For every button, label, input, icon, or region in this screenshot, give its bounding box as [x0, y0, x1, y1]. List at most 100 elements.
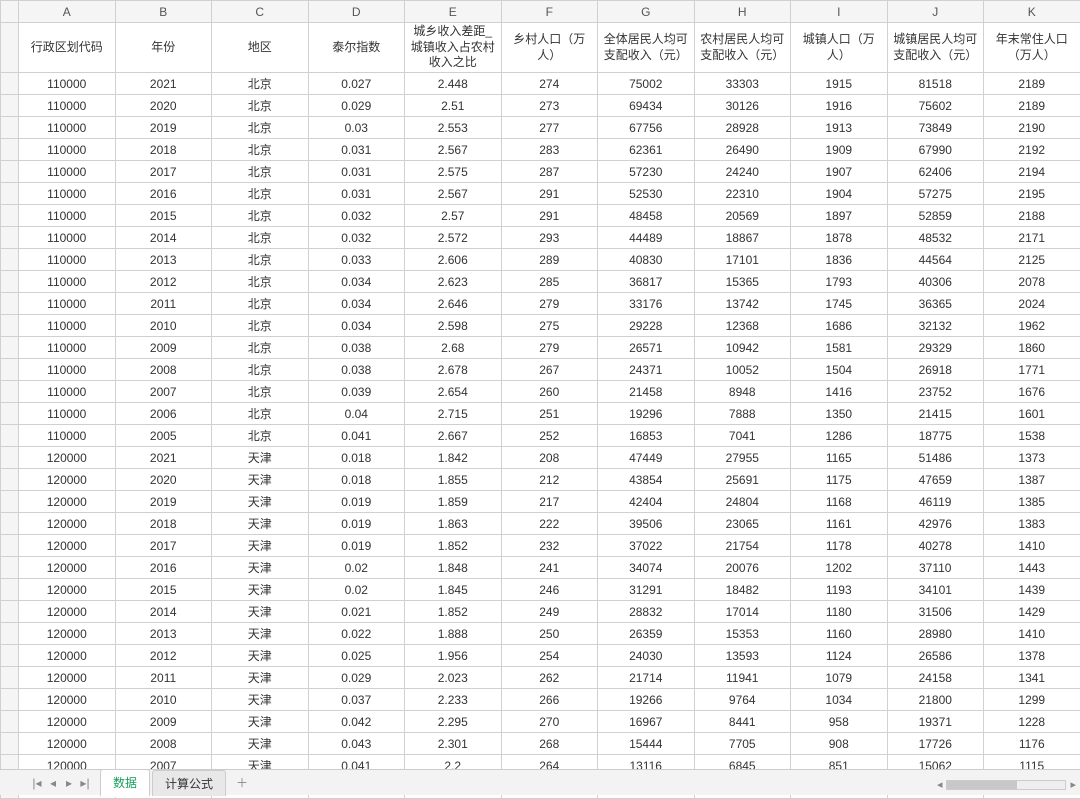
data-cell[interactable]: 天津 — [212, 557, 309, 579]
row-number[interactable] — [1, 689, 19, 711]
data-cell[interactable]: 2017 — [115, 161, 212, 183]
data-cell[interactable]: 2020 — [115, 95, 212, 117]
data-cell[interactable]: 120000 — [19, 491, 116, 513]
scroll-track[interactable] — [946, 780, 1066, 790]
col-header[interactable]: C — [212, 1, 309, 23]
data-cell[interactable]: 1385 — [984, 491, 1080, 513]
data-cell[interactable]: 73849 — [887, 117, 984, 139]
data-cell[interactable]: 75602 — [887, 95, 984, 117]
data-cell[interactable]: 279 — [501, 337, 598, 359]
row-number[interactable] — [1, 425, 19, 447]
data-cell[interactable]: 2.57 — [405, 205, 502, 227]
data-cell[interactable]: 2.572 — [405, 227, 502, 249]
data-cell[interactable]: 1.888 — [405, 623, 502, 645]
col-header[interactable]: H — [694, 1, 791, 23]
data-cell[interactable]: 0.018 — [308, 469, 405, 491]
data-cell[interactable]: 1.859 — [405, 491, 502, 513]
data-cell[interactable]: 32132 — [887, 315, 984, 337]
data-cell[interactable]: 0.027 — [308, 73, 405, 95]
data-cell[interactable]: 26490 — [694, 139, 791, 161]
data-cell[interactable]: 250 — [501, 623, 598, 645]
data-cell[interactable]: 0.02 — [308, 579, 405, 601]
data-cell[interactable]: 7705 — [694, 733, 791, 755]
data-cell[interactable]: 天津 — [212, 667, 309, 689]
data-cell[interactable]: 39506 — [598, 513, 695, 535]
data-cell[interactable]: 1176 — [984, 733, 1080, 755]
data-cell[interactable]: 33176 — [598, 293, 695, 315]
nav-next-icon[interactable]: ▸ — [62, 776, 76, 790]
nav-first-icon[interactable]: |◂ — [30, 776, 44, 790]
data-cell[interactable]: 254 — [501, 645, 598, 667]
data-cell[interactable]: 37110 — [887, 557, 984, 579]
data-cell[interactable]: 120000 — [19, 579, 116, 601]
data-cell[interactable]: 2010 — [115, 689, 212, 711]
data-cell[interactable]: 北京 — [212, 293, 309, 315]
data-cell[interactable]: 2.68 — [405, 337, 502, 359]
data-cell[interactable]: 2020 — [115, 469, 212, 491]
data-cell[interactable]: 51486 — [887, 447, 984, 469]
data-cell[interactable]: 1373 — [984, 447, 1080, 469]
data-cell[interactable]: 9764 — [694, 689, 791, 711]
data-cell[interactable]: 44564 — [887, 249, 984, 271]
header-cell[interactable]: 地区 — [212, 23, 309, 73]
data-cell[interactable]: 20076 — [694, 557, 791, 579]
data-cell[interactable]: 0.032 — [308, 205, 405, 227]
data-cell[interactable]: 1350 — [791, 403, 888, 425]
data-cell[interactable]: 2009 — [115, 711, 212, 733]
data-cell[interactable]: 1180 — [791, 601, 888, 623]
data-cell[interactable]: 283 — [501, 139, 598, 161]
data-cell[interactable]: 21714 — [598, 667, 695, 689]
data-cell[interactable]: 2013 — [115, 249, 212, 271]
data-cell[interactable]: 110000 — [19, 271, 116, 293]
data-cell[interactable]: 2189 — [984, 95, 1080, 117]
data-cell[interactable]: 26571 — [598, 337, 695, 359]
data-cell[interactable]: 57275 — [887, 183, 984, 205]
data-cell[interactable]: 1771 — [984, 359, 1080, 381]
data-cell[interactable]: 0.019 — [308, 491, 405, 513]
data-cell[interactable]: 81518 — [887, 73, 984, 95]
col-header[interactable]: G — [598, 1, 695, 23]
data-cell[interactable]: 15365 — [694, 271, 791, 293]
sheet-tab-add[interactable]: ＋ — [228, 770, 256, 795]
col-header[interactable]: E — [405, 1, 502, 23]
data-cell[interactable]: 1286 — [791, 425, 888, 447]
data-cell[interactable]: 958 — [791, 711, 888, 733]
data-cell[interactable]: 43854 — [598, 469, 695, 491]
data-cell[interactable]: 0.031 — [308, 139, 405, 161]
data-cell[interactable]: 2005 — [115, 425, 212, 447]
data-cell[interactable]: 1299 — [984, 689, 1080, 711]
data-cell[interactable]: 1193 — [791, 579, 888, 601]
data-cell[interactable]: 110000 — [19, 117, 116, 139]
row-number[interactable] — [1, 139, 19, 161]
data-cell[interactable]: 36817 — [598, 271, 695, 293]
data-cell[interactable]: 11941 — [694, 667, 791, 689]
data-cell[interactable]: 47449 — [598, 447, 695, 469]
data-cell[interactable]: 1.956 — [405, 645, 502, 667]
data-cell[interactable]: 2125 — [984, 249, 1080, 271]
data-cell[interactable]: 24371 — [598, 359, 695, 381]
row-number[interactable] — [1, 95, 19, 117]
scroll-right-icon[interactable]: ▸ — [1070, 778, 1076, 791]
data-cell[interactable]: 1034 — [791, 689, 888, 711]
data-cell[interactable]: 262 — [501, 667, 598, 689]
row-number[interactable] — [1, 667, 19, 689]
row-number[interactable] — [1, 535, 19, 557]
data-cell[interactable]: 26918 — [887, 359, 984, 381]
col-header[interactable]: J — [887, 1, 984, 23]
data-cell[interactable]: 1410 — [984, 535, 1080, 557]
data-cell[interactable]: 36365 — [887, 293, 984, 315]
data-cell[interactable]: 279 — [501, 293, 598, 315]
data-cell[interactable]: 北京 — [212, 315, 309, 337]
data-cell[interactable]: 1.855 — [405, 469, 502, 491]
data-cell[interactable]: 17014 — [694, 601, 791, 623]
data-cell[interactable]: 1160 — [791, 623, 888, 645]
data-cell[interactable]: 2.623 — [405, 271, 502, 293]
data-cell[interactable]: 0.042 — [308, 711, 405, 733]
data-cell[interactable]: 251 — [501, 403, 598, 425]
data-cell[interactable]: 10052 — [694, 359, 791, 381]
data-cell[interactable]: 0.039 — [308, 381, 405, 403]
data-cell[interactable]: 23065 — [694, 513, 791, 535]
data-cell[interactable]: 北京 — [212, 95, 309, 117]
data-cell[interactable]: 120000 — [19, 557, 116, 579]
data-cell[interactable]: 1124 — [791, 645, 888, 667]
